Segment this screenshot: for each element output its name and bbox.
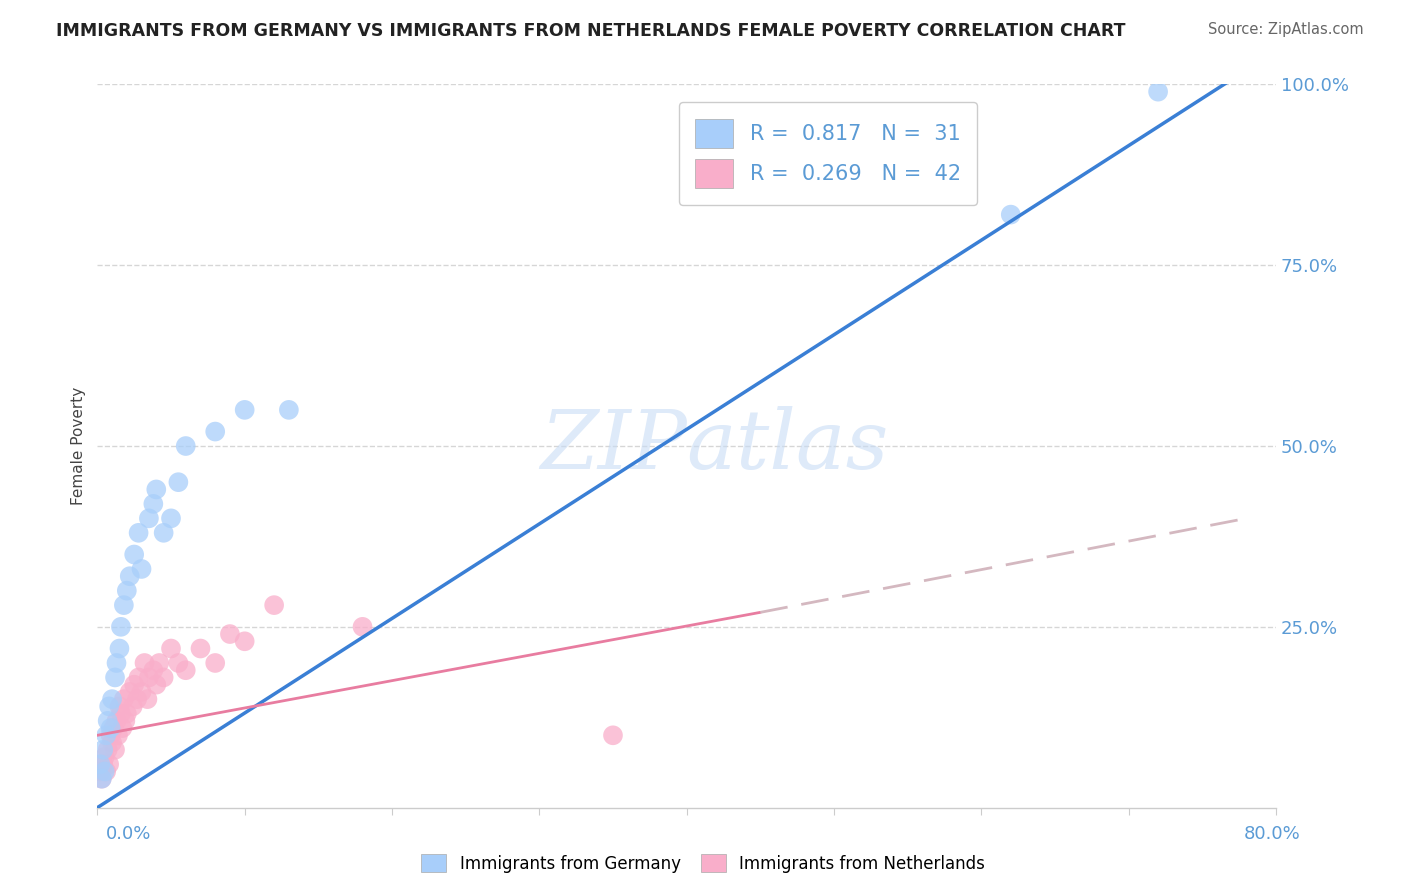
Point	[112, 598, 135, 612]
Legend: R =  0.817   N =  31, R =  0.269   N =  42: R = 0.817 N = 31, R = 0.269 N = 42	[679, 102, 977, 205]
Point	[127, 692, 149, 706]
Point	[160, 511, 183, 525]
Point	[110, 706, 132, 721]
Text: 80.0%: 80.0%	[1244, 825, 1301, 843]
Point	[103, 721, 125, 735]
Text: atlas: atlas	[686, 406, 889, 486]
Point	[174, 439, 197, 453]
Point	[263, 598, 285, 612]
Point	[105, 656, 128, 670]
Point	[110, 620, 132, 634]
Point	[104, 743, 127, 757]
Point	[352, 620, 374, 634]
Point	[138, 511, 160, 525]
Point	[98, 757, 121, 772]
Point	[90, 772, 112, 786]
Point	[145, 483, 167, 497]
Point	[108, 699, 131, 714]
Point	[115, 583, 138, 598]
Text: 0.0%: 0.0%	[105, 825, 150, 843]
Point	[277, 402, 299, 417]
Point	[167, 656, 190, 670]
Point	[104, 670, 127, 684]
Point	[90, 772, 112, 786]
Point	[160, 641, 183, 656]
Point	[152, 670, 174, 684]
Point	[134, 656, 156, 670]
Point	[190, 641, 212, 656]
Point	[167, 475, 190, 490]
Point	[233, 634, 256, 648]
Point	[100, 721, 122, 735]
Point	[138, 670, 160, 684]
Point	[93, 750, 115, 764]
Point	[152, 525, 174, 540]
Point	[107, 728, 129, 742]
Point	[204, 656, 226, 670]
Text: ZIP: ZIP	[540, 406, 686, 486]
Point	[204, 425, 226, 439]
Point	[98, 699, 121, 714]
Point	[112, 692, 135, 706]
Point	[105, 714, 128, 728]
Point	[131, 562, 153, 576]
Point	[233, 402, 256, 417]
Point	[114, 714, 136, 728]
Point	[100, 728, 122, 742]
Legend: Immigrants from Germany, Immigrants from Netherlands: Immigrants from Germany, Immigrants from…	[415, 847, 991, 880]
Point	[93, 764, 115, 779]
Point	[145, 678, 167, 692]
Text: Source: ZipAtlas.com: Source: ZipAtlas.com	[1208, 22, 1364, 37]
Point	[142, 663, 165, 677]
Point	[108, 641, 131, 656]
Point	[219, 627, 242, 641]
Point	[131, 685, 153, 699]
Point	[118, 569, 141, 583]
Point	[118, 685, 141, 699]
Point	[115, 706, 138, 721]
Point	[122, 548, 145, 562]
Point	[142, 497, 165, 511]
Point	[174, 663, 197, 677]
Point	[91, 743, 114, 757]
Point	[128, 525, 150, 540]
Point	[111, 721, 134, 735]
Point	[91, 757, 114, 772]
Point	[136, 692, 159, 706]
Point	[602, 728, 624, 742]
Point	[122, 678, 145, 692]
Point	[89, 764, 111, 779]
Point	[97, 714, 120, 728]
Point	[101, 692, 124, 706]
Y-axis label: Female Poverty: Female Poverty	[72, 387, 86, 505]
Point	[101, 735, 124, 749]
Point	[96, 728, 118, 742]
Text: IMMIGRANTS FROM GERMANY VS IMMIGRANTS FROM NETHERLANDS FEMALE POVERTY CORRELATIO: IMMIGRANTS FROM GERMANY VS IMMIGRANTS FR…	[56, 22, 1126, 40]
Point	[128, 670, 150, 684]
Point	[89, 757, 111, 772]
Point	[121, 699, 143, 714]
Point	[97, 743, 120, 757]
Point	[1147, 85, 1170, 99]
Point	[1000, 208, 1022, 222]
Point	[148, 656, 170, 670]
Point	[96, 764, 118, 779]
